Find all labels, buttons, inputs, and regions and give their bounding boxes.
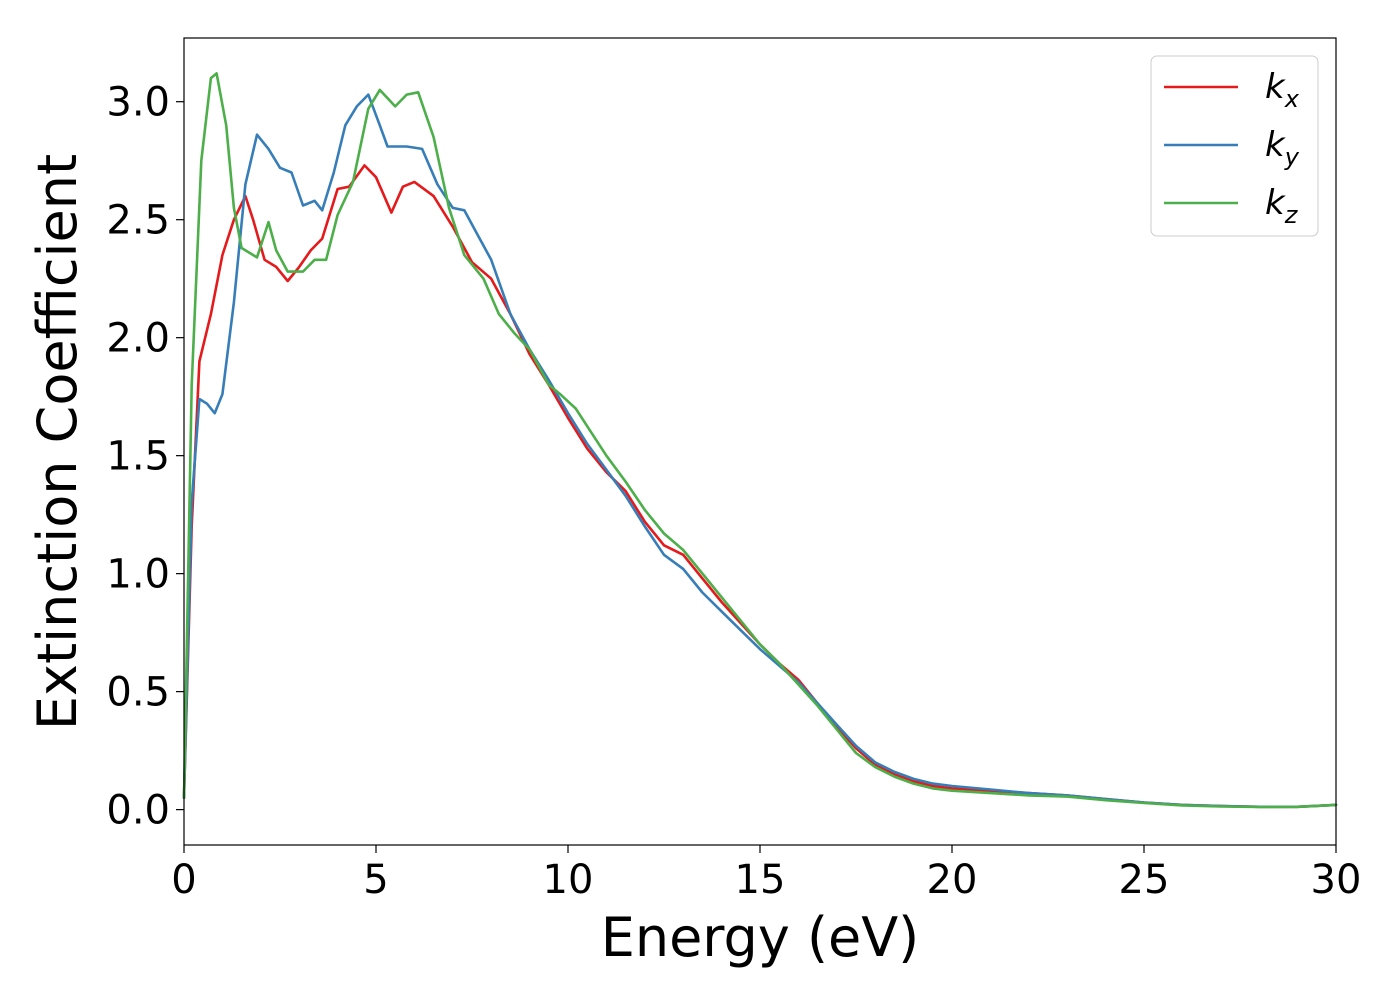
y-axis-title: Extinction Coefficient [26, 154, 89, 730]
series-line-x [182, 164, 1338, 809]
series-layer [182, 72, 1338, 809]
x-tick-label: 20 [927, 857, 978, 903]
legend: kx ky kz [1150, 55, 1319, 237]
legend-label-z: kz [1265, 183, 1299, 229]
x-axis-ticks: 0 5 10 15 20 25 30 [171, 845, 1361, 903]
x-tick-label: 0 [171, 857, 196, 903]
y-axis-ticks: 0.0 0.5 1.0 1.5 2.0 2.5 3.0 [106, 80, 184, 834]
legend-label-x: kx [1265, 67, 1300, 113]
y-tick-label: 0.5 [106, 670, 170, 716]
x-tick-label: 15 [735, 857, 786, 903]
x-tick-label: 5 [363, 857, 388, 903]
y-tick-label: 0.0 [106, 788, 170, 834]
y-tick-label: 1.0 [106, 552, 170, 598]
legend-label-y: ky [1265, 125, 1300, 171]
x-tick-label: 25 [1119, 857, 1170, 903]
y-tick-label: 2.0 [106, 316, 170, 362]
x-tick-label: 30 [1311, 857, 1362, 903]
x-axis-title: Energy (eV) [601, 906, 920, 969]
y-tick-label: 3.0 [106, 80, 170, 126]
x-tick-label: 10 [543, 857, 594, 903]
y-tick-label: 1.5 [106, 434, 170, 480]
series-line-z [182, 72, 1338, 809]
series-line-y [182, 93, 1338, 809]
y-tick-label: 2.5 [106, 198, 170, 244]
